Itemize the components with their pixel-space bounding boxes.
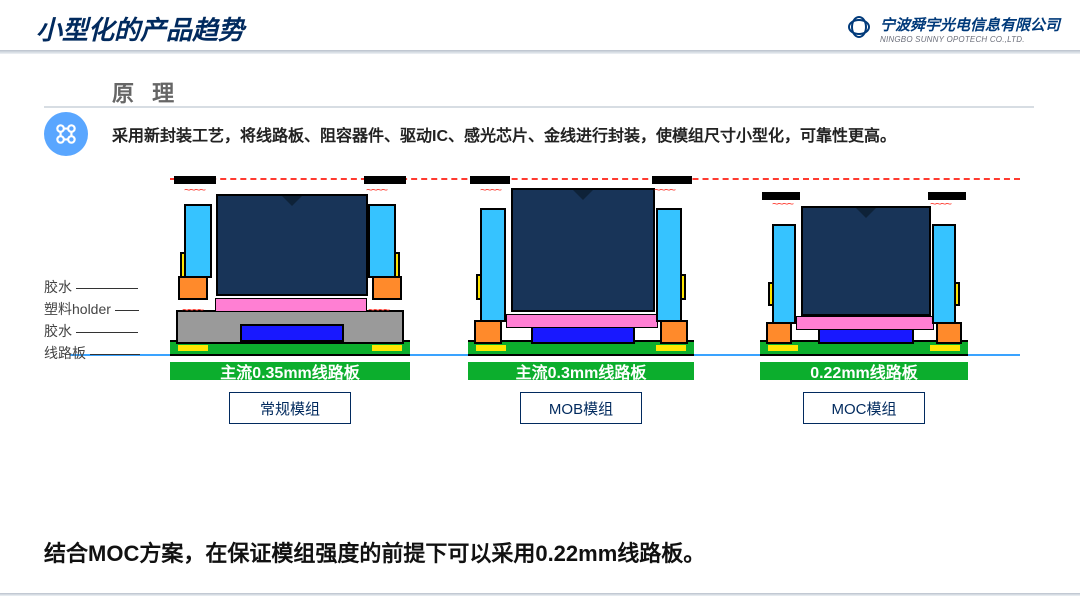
module-type-label: 常规模组 xyxy=(229,392,351,424)
annotation-labels: 胶水 塑料holder 胶水 线路板 xyxy=(44,276,140,364)
pcb-spec-label: 0.22mm线路板 xyxy=(760,362,968,380)
annotation-pcb: 线路板 xyxy=(44,342,140,364)
pcb-spec-label: 主流0.3mm线路板 xyxy=(468,362,694,380)
section-underline xyxy=(44,106,1034,108)
annotation-holder: 塑料holder xyxy=(44,298,140,320)
header-rule xyxy=(0,50,1080,54)
module-standard: ~~~~ ~~~~ ~~~~ ~~~~ 主流0.35mm线路板 常规模组 xyxy=(170,176,410,424)
figure-area: 胶水 塑料holder 胶水 线路板 ~~~~ ~~~~ ~~~~ xyxy=(40,168,1040,468)
footer-rule xyxy=(0,593,1080,596)
company-name-zh: 宁波舜宇光电信息有限公司 xyxy=(880,14,1060,35)
module-mob: ~~~~ ~~~~ 主流0.3mm线路板 MOB模组 xyxy=(468,176,694,424)
module-type-label: MOB模组 xyxy=(520,392,642,424)
annotation-glue1: 胶水 xyxy=(44,276,140,298)
diagram-mob: ~~~~ ~~~~ xyxy=(468,176,694,356)
conclusion-text: 结合MOC方案，在保证模组强度的前提下可以采用0.22mm线路板。 xyxy=(44,536,705,568)
slide: 小型化的产品趋势 宁波舜宇光电信息有限公司 NINGBO SUNNY OPOTE… xyxy=(0,0,1080,608)
principle-text: 采用新封装工艺，将线路板、阻容器件、驱动IC、感光芯片、金线进行封装，使模组尺寸… xyxy=(112,122,1020,146)
section-heading: 原 理 xyxy=(112,76,180,108)
logo-icon xyxy=(848,16,870,38)
diagram-moc: ~~~~ ~~~~ xyxy=(760,176,968,356)
pcb-spec-label: 主流0.35mm线路板 xyxy=(170,362,410,380)
principle-icon xyxy=(44,112,88,156)
module-moc: ~~~~ ~~~~ 0.22mm线路板 MOC模组 xyxy=(760,176,968,424)
header: 小型化的产品趋势 宁波舜宇光电信息有限公司 NINGBO SUNNY OPOTE… xyxy=(0,10,1080,50)
annotation-glue2: 胶水 xyxy=(44,320,140,342)
module-type-label: MOC模组 xyxy=(803,392,925,424)
diagram-standard: ~~~~ ~~~~ ~~~~ ~~~~ xyxy=(170,176,410,356)
company-name-en: NINGBO SUNNY OPOTECH CO.,LTD. xyxy=(880,35,1060,44)
company-logo: 宁波舜宇光电信息有限公司 NINGBO SUNNY OPOTECH CO.,LT… xyxy=(848,14,1060,44)
